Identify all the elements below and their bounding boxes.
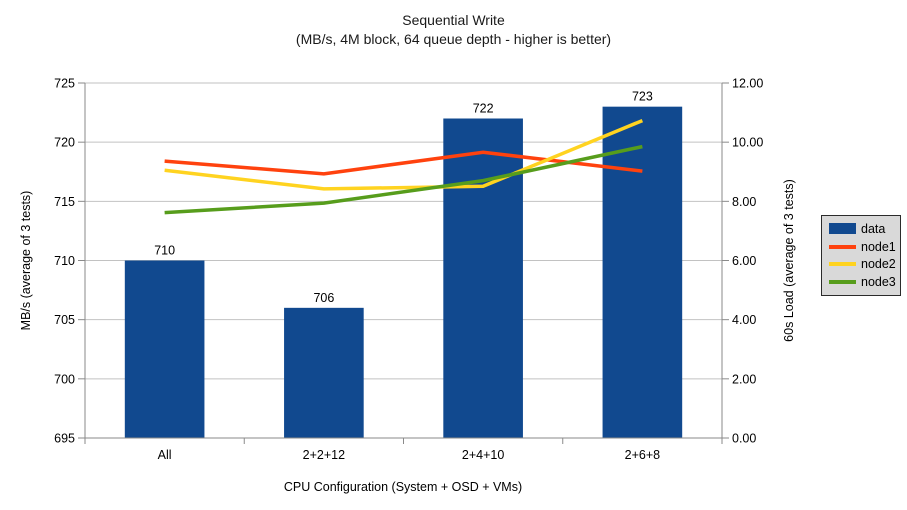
bar-value-label: 706 [313,291,334,305]
x-category-label: 2+6+8 [625,448,661,462]
y-left-tick-label: 715 [54,195,75,209]
y-left-tick-label: 705 [54,313,75,327]
legend-item-data: data [829,221,898,236]
y-right-tick-label: 0.00 [732,432,756,446]
bar [602,106,683,439]
bar-value-label: 710 [154,244,175,258]
y-left-tick-label: 700 [54,372,75,386]
legend-label: node2 [861,257,896,272]
x-axis-title: CPU Configuration (System + OSD + VMs) [284,480,522,494]
legend-line-swatch [829,280,856,285]
legend-line-swatch [829,244,856,249]
y-left-tick-label: 710 [54,254,75,268]
line-series [164,118,644,215]
line-node3 [164,144,643,215]
axes [78,82,729,444]
bar [284,307,364,438]
y-left-tick-label: 695 [54,432,75,446]
y-right-tick-label: 12.00 [732,77,763,91]
y-right-tick-label: 6.00 [732,254,756,268]
tick-labels: 725 720 715 710 705 700 695 12.00 10.00 8.00 6.00 4… [54,77,763,463]
chart-subtitle: (MB/s, 4M block, 64 queue depth - higher… [295,31,612,47]
chart-title: Sequential Write [402,12,505,28]
bar [124,260,205,438]
legend-label: node1 [861,239,896,254]
y-right-tick-label: 8.00 [732,195,756,209]
legend-item-node1: node1 [829,239,898,254]
bar-value-label: 723 [632,90,653,104]
legend-item-node2: node2 [829,257,898,272]
y-right-tick-label: 10.00 [732,136,763,150]
y-right-axis-title: 60s Load (average of 3 tests) [782,179,796,342]
y-left-tick-label: 720 [54,136,75,150]
bar [443,118,523,438]
x-category-label: 2+4+10 [462,448,504,462]
line-node1 [164,150,643,176]
bar-series: 710 706 722 723 [124,90,683,439]
y-right-tick-label: 2.00 [732,372,756,386]
legend-line-swatch [829,262,856,267]
legend-item-node3: node3 [829,275,898,290]
legend-bar-swatch [829,223,856,235]
legend-label: node3 [861,275,896,290]
y-left-axis-title: MB/s (average of 3 tests) [19,191,33,331]
bar-value-label: 722 [473,102,494,116]
legend: data node1 node2 node3 [821,215,901,296]
legend-label: data [861,221,886,236]
line-node2 [164,118,644,191]
chart-title-block: Sequential Write (MB/s, 4M block, 64 que… [0,11,907,49]
y-right-tick-label: 4.00 [732,313,756,327]
y-left-tick-label: 725 [54,77,75,91]
x-category-label: All [158,448,172,462]
x-category-label: 2+2+12 [303,448,345,462]
